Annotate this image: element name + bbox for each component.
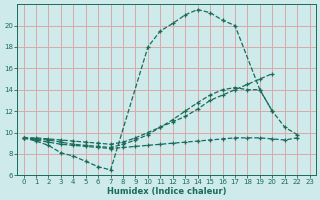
X-axis label: Humidex (Indice chaleur): Humidex (Indice chaleur): [107, 187, 226, 196]
